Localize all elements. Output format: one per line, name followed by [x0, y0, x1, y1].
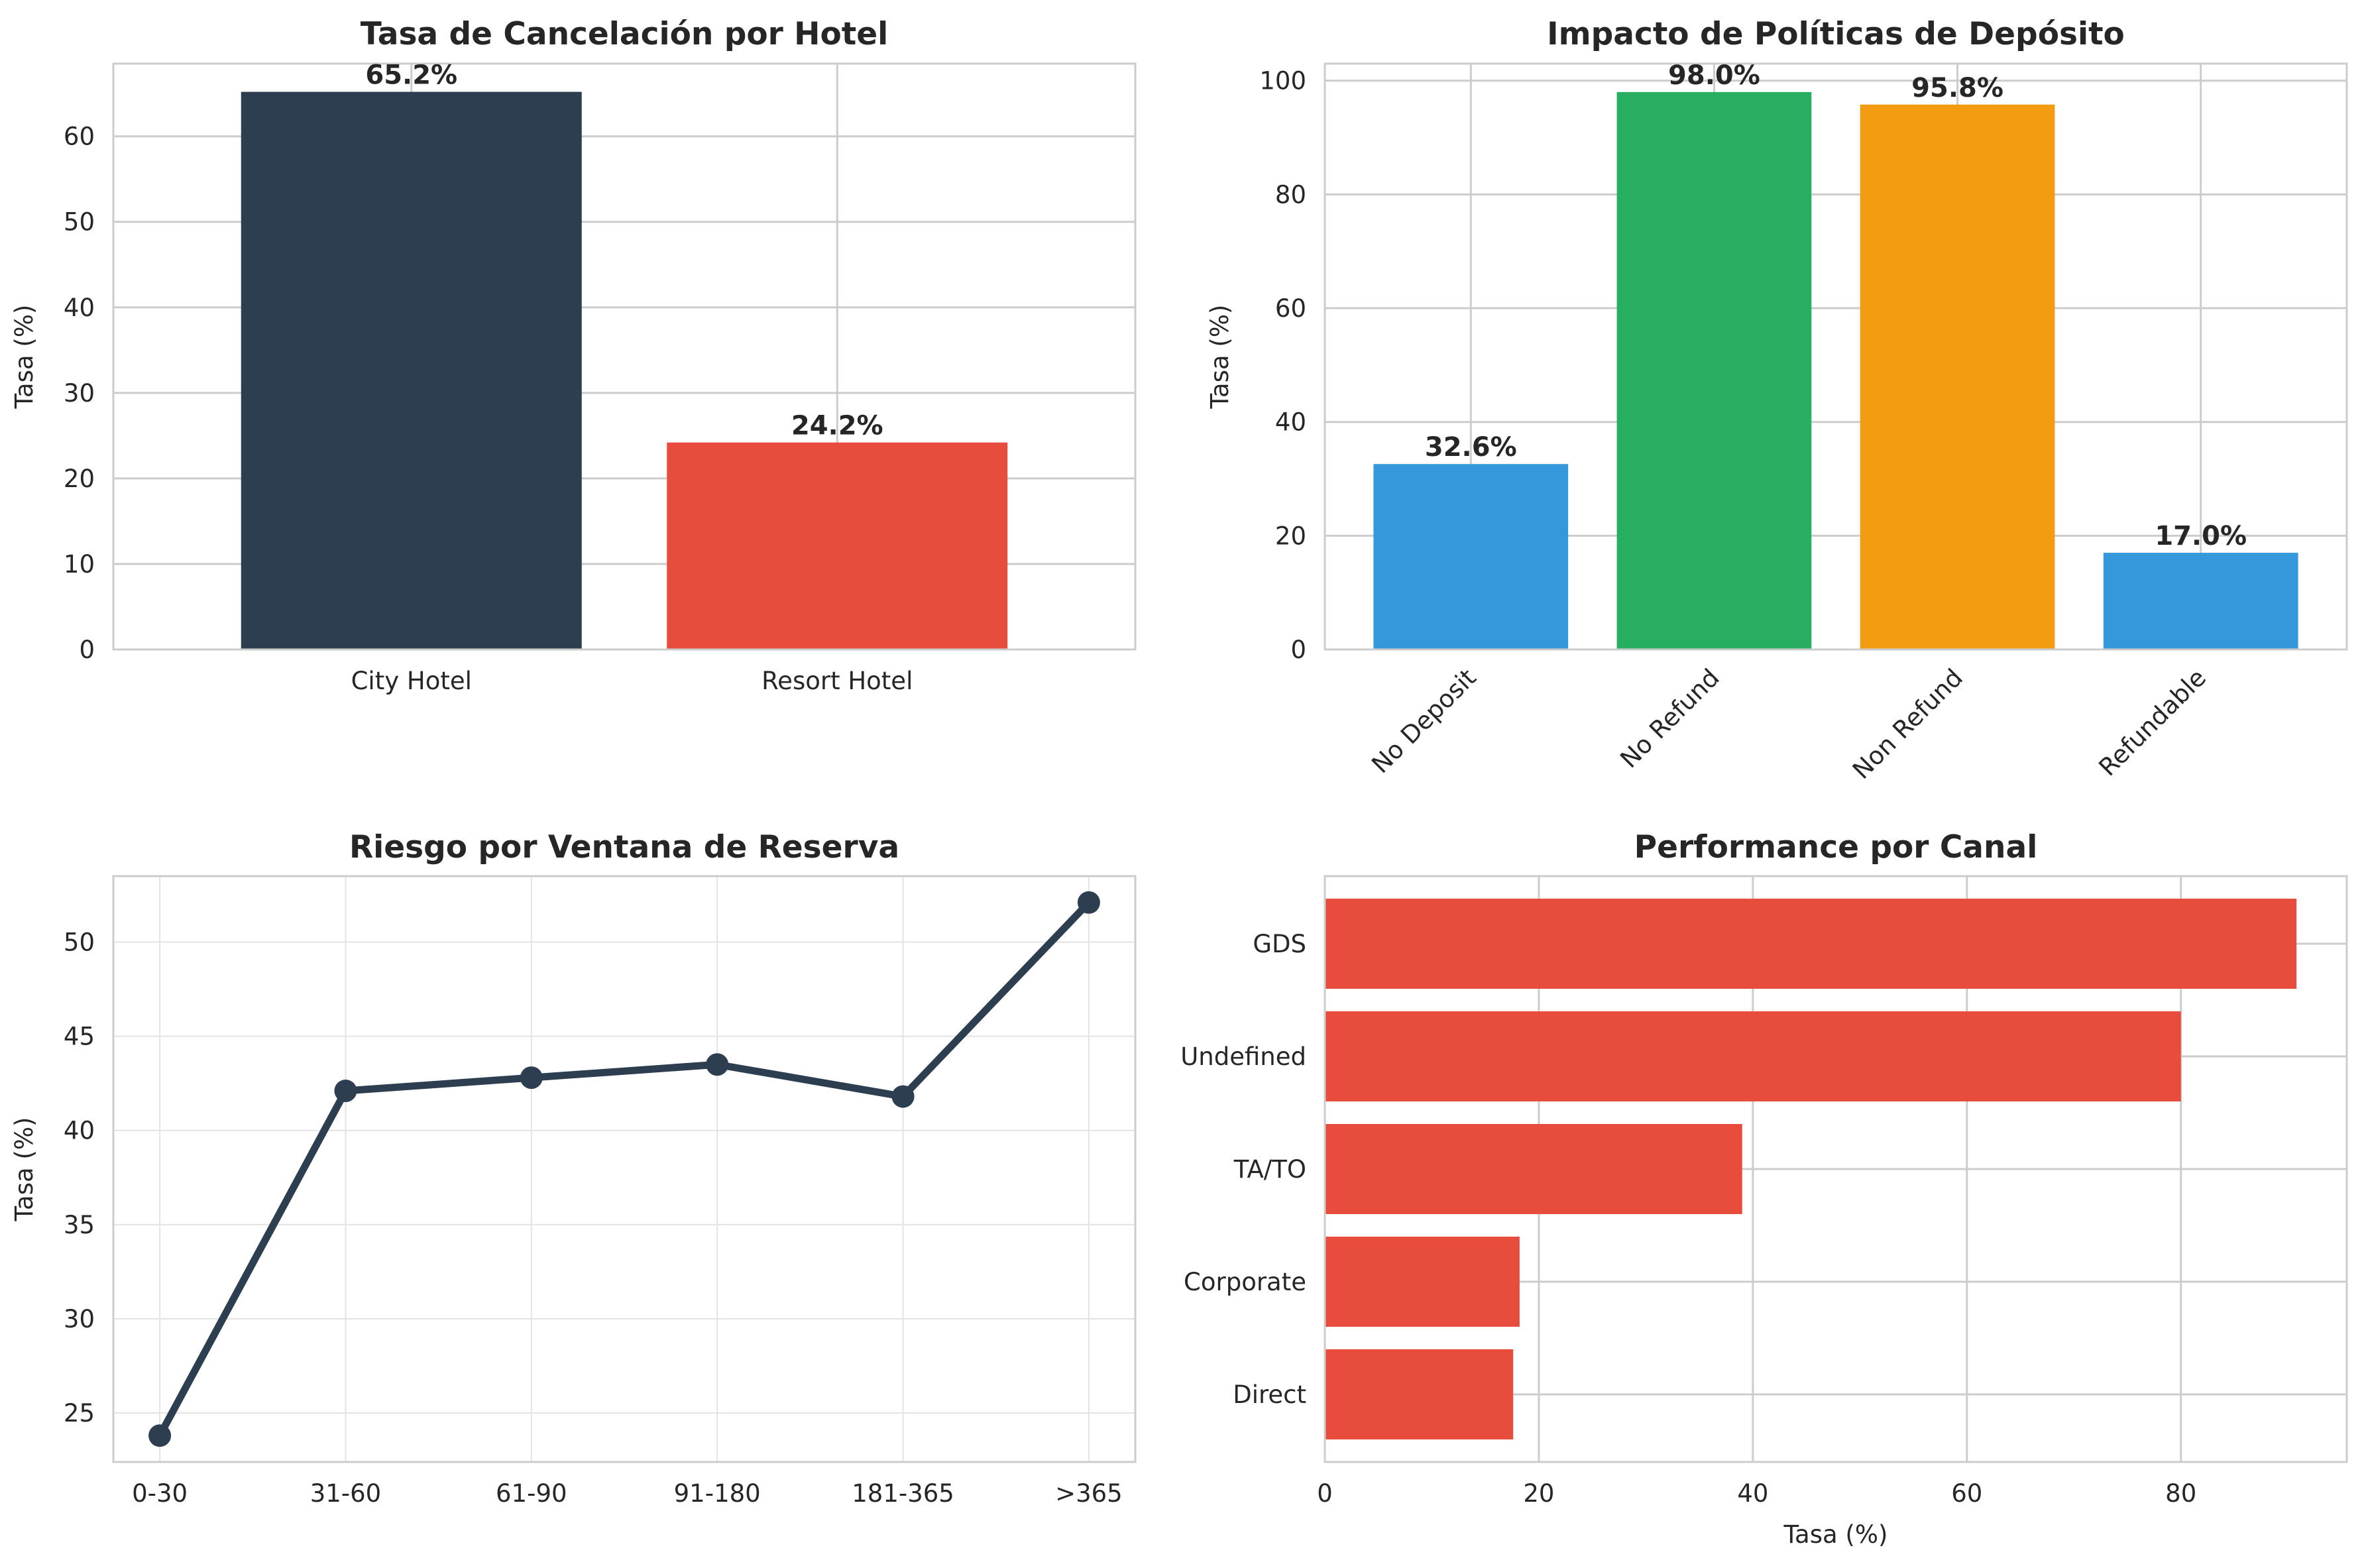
data-label-no-refund: 98.0% [1668, 60, 1760, 91]
x-tick-label-no-deposit: No Deposit [1366, 663, 1481, 779]
y-tick-label: 40 [64, 1117, 95, 1145]
chart-4: GDS Undefined TA/TO Corporate Direct 0 20 40 60 8… [1180, 829, 2348, 1549]
point-181-365 [891, 1085, 915, 1108]
x-tick-label-181-365: 181-365 [852, 1479, 954, 1508]
y-tick-label: 30 [64, 1305, 95, 1333]
x-tick-label-365: >365 [1055, 1479, 1123, 1508]
y-axis-label: Tasa (%) [10, 305, 38, 410]
x-tick-label-31-60: 31-60 [310, 1479, 382, 1508]
y-tick-label: 0 [79, 636, 95, 664]
chart-title: Impacto de Políticas de Depósito [1547, 16, 2125, 52]
data-label-refundable: 17.0% [2155, 521, 2247, 551]
x-tick-label-no-refund: No Refund [1614, 663, 1724, 773]
x-axis-label: Tasa (%) [1783, 1520, 1888, 1549]
x-tick-label: 20 [1523, 1479, 1554, 1508]
chart-title: Performance por Canal [1634, 829, 2038, 866]
bar-city-hotel [241, 91, 582, 650]
bar-undefined [1325, 1011, 2181, 1101]
y-tick-label: 20 [1275, 522, 1306, 550]
x-tick-label: 60 [1951, 1479, 1982, 1508]
bar-gds [1325, 899, 2297, 989]
bar-ta-to [1325, 1124, 1742, 1214]
y-tick-label: 20 [64, 465, 95, 493]
bar-refundable [2103, 553, 2298, 649]
bar-resort-hotel [667, 442, 1008, 649]
y-tick-label-ta-to: TA/TO [1233, 1155, 1306, 1184]
chart-title: Riesgo por Ventana de Reserva [349, 829, 899, 866]
bar-corporate [1325, 1237, 1520, 1327]
bar-no-refund [1616, 91, 1812, 650]
y-axis-label: Tasa (%) [10, 1117, 38, 1222]
plot-area [1324, 62, 2348, 651]
y-tick-label: 0 [1290, 636, 1306, 664]
y-tick-label: 45 [64, 1023, 95, 1051]
y-tick-label: 40 [64, 294, 95, 322]
y-tick-label-direct: Direct [1233, 1380, 1306, 1409]
y-tick-label: 60 [64, 123, 95, 151]
y-tick-label: 50 [64, 208, 95, 237]
y-tick-label-corporate: Corporate [1184, 1268, 1306, 1296]
plot-area [1324, 875, 2348, 1463]
chart-1: 65.2% 24.2% 0 10 20 30 40 50 60 City Hotel Resort … [10, 16, 1137, 695]
y-tick-label: 25 [64, 1399, 95, 1428]
x-tick-label: 80 [2165, 1479, 2196, 1508]
chart-3: 25 30 35 40 45 50 0-30 31-60 61-90 91-180 181-365 >… [10, 829, 1137, 1508]
plot-area [112, 62, 1137, 651]
plot-area [112, 875, 1137, 1463]
series-line [156, 899, 1092, 1437]
bar-non-refund [1860, 104, 2055, 649]
bar-no-deposit [1373, 464, 1569, 649]
x-tick-label-city-hotel: City Hotel [351, 667, 472, 695]
data-label-resort-hotel: 24.2% [791, 411, 883, 441]
data-label-city-hotel: 65.2% [365, 60, 457, 91]
y-tick-label: 100 [1259, 67, 1306, 95]
data-label-non-refund: 95.8% [1911, 73, 2003, 103]
y-tick-label: 80 [1275, 180, 1306, 209]
x-tick-label-91-180: 91-180 [674, 1479, 761, 1508]
point-0-30 [148, 1424, 172, 1447]
chart-title: Tasa de Cancelación por Hotel [361, 16, 889, 52]
x-tick-label-refundable: Refundable [2094, 663, 2212, 782]
bar-direct [1325, 1349, 1514, 1439]
x-tick-label-61-90: 61-90 [496, 1479, 567, 1508]
y-tick-label-gds: GDS [1253, 930, 1306, 958]
point-365 [1077, 891, 1100, 914]
chart-2: 32.6% 98.0% 95.8% 17.0% 0 20 40 60 80 100 No Depos… [1206, 16, 2348, 785]
y-tick-label: 30 [64, 379, 95, 408]
y-tick-label: 35 [64, 1211, 95, 1239]
x-tick-label-0-30: 0-30 [132, 1479, 188, 1508]
y-tick-label-undefined: Undefined [1180, 1042, 1306, 1071]
y-tick-label: 60 [1275, 294, 1306, 323]
y-tick-label: 10 [64, 550, 95, 579]
y-axis-label: Tasa (%) [1206, 305, 1234, 410]
x-tick-label-non-refund: Non Refund [1847, 663, 1968, 785]
x-tick-label-resort-hotel: Resort Hotel [761, 667, 913, 695]
point-31-60 [334, 1080, 357, 1103]
x-tick-label: 0 [1317, 1479, 1333, 1508]
point-61-90 [520, 1066, 543, 1090]
y-tick-label: 50 [64, 928, 95, 956]
y-tick-label: 40 [1275, 408, 1306, 437]
point-91-180 [706, 1053, 729, 1076]
data-label-no-deposit: 32.6% [1425, 432, 1517, 463]
x-tick-label: 40 [1737, 1479, 1768, 1508]
